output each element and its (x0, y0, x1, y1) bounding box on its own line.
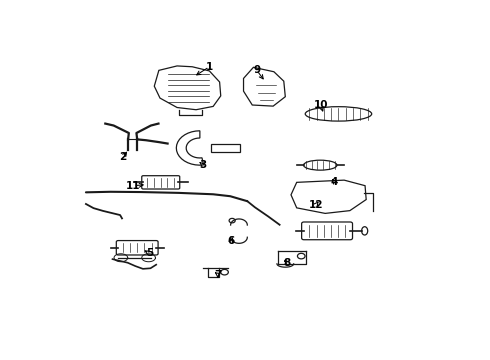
Text: 1: 1 (206, 62, 213, 72)
Text: 7: 7 (215, 270, 222, 280)
Text: 8: 8 (284, 258, 291, 268)
Text: 5: 5 (146, 248, 153, 258)
Text: 4: 4 (331, 177, 339, 187)
Text: 11: 11 (126, 181, 141, 191)
Text: 2: 2 (119, 152, 126, 162)
Polygon shape (211, 144, 240, 152)
Text: 6: 6 (228, 235, 235, 246)
Text: 12: 12 (308, 200, 323, 210)
Text: 10: 10 (314, 100, 328, 110)
Text: 9: 9 (253, 66, 260, 75)
Polygon shape (176, 131, 203, 165)
Text: 3: 3 (199, 159, 206, 170)
